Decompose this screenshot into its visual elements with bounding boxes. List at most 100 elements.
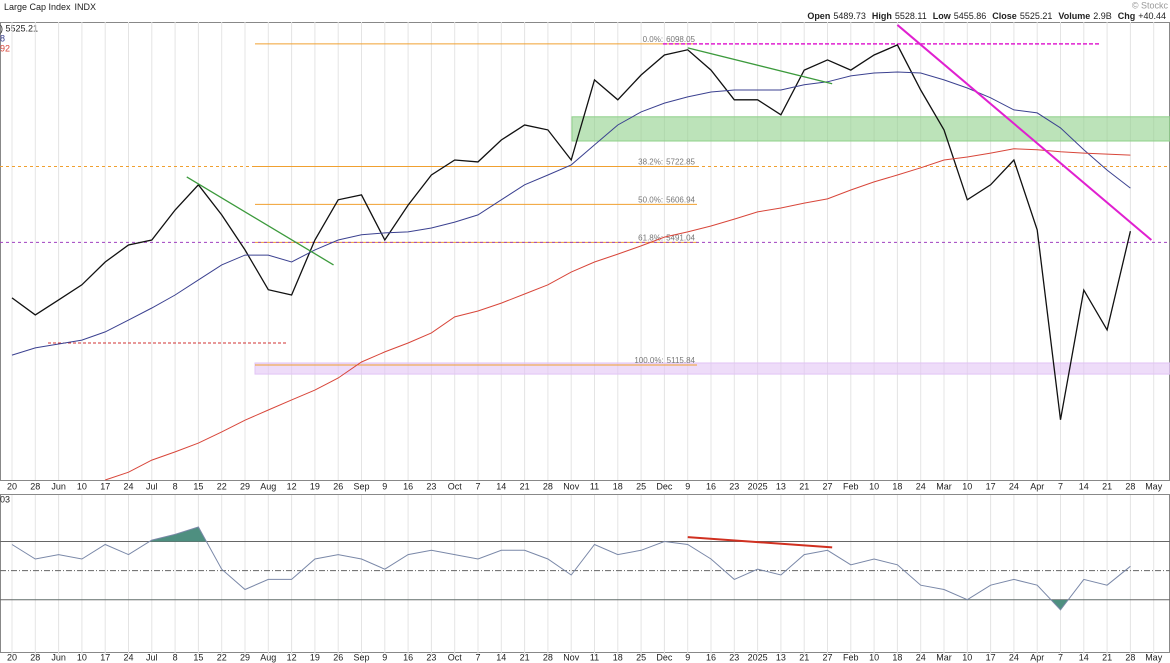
- x-tick-label: 25: [636, 652, 646, 662]
- x-tick-label: 11: [590, 481, 599, 491]
- fib-name: 50.0%:: [638, 196, 663, 205]
- fib-label: 38.2%: 5722.85: [638, 158, 695, 167]
- x-tick-label: 24: [916, 481, 926, 491]
- x-tick-label: 24: [123, 652, 133, 662]
- x-tick-label: 27: [822, 481, 832, 491]
- title: Large Cap Index: [4, 2, 71, 12]
- x-tick-label: Aug: [260, 481, 276, 491]
- x-tick-label: 9: [382, 652, 387, 662]
- x-tick-label: 10: [962, 652, 972, 662]
- x-tick-label: 24: [123, 481, 133, 491]
- quote-label: Volume: [1058, 11, 1090, 21]
- quote-value: 5528.11: [895, 11, 927, 21]
- x-tick-label: 10: [77, 652, 87, 662]
- x-tick-label: 7: [475, 652, 480, 662]
- x-tick-label: 8: [173, 652, 178, 662]
- x-tick-label: 12: [287, 481, 297, 491]
- moving-average: [105, 148, 1131, 481]
- chart-title: Large Cap Index INDX: [4, 2, 96, 12]
- x-tick-label: 19: [310, 652, 320, 662]
- trendline: [687, 47, 833, 85]
- x-tick-label: 9: [685, 481, 690, 491]
- x-tick-label: Jul: [146, 652, 158, 662]
- x-tick-label: 21: [1102, 481, 1112, 491]
- x-tick-label: 19: [310, 481, 320, 491]
- x-tick-label: 18: [892, 652, 902, 662]
- fib-label: 50.0%: 5606.94: [638, 196, 695, 205]
- rsi-line: [11, 526, 1131, 611]
- x-tick-label: May: [1145, 481, 1163, 491]
- fib-label: 100.0%: 5115.84: [634, 356, 695, 365]
- fib-value: 5722.85: [666, 158, 695, 167]
- x-tick-label: 21: [799, 652, 809, 662]
- x-tick-label: Feb: [843, 481, 859, 491]
- x-tick-label: 17: [100, 652, 110, 662]
- quote-label: Low: [933, 11, 952, 21]
- x-tick-label: 14: [496, 481, 506, 491]
- x-tick-label: 20: [7, 481, 17, 491]
- x-tick-label: 23: [729, 481, 739, 491]
- fib-label: 61.8%: 5491.04: [638, 233, 695, 242]
- x-tick-label: Oct: [448, 481, 463, 491]
- x-tick-label: 2025: [748, 652, 768, 662]
- x-tick-label: Feb: [843, 652, 859, 662]
- x-tick-label: 18: [613, 652, 623, 662]
- fib-value: 5115.84: [667, 356, 696, 365]
- x-tick-label: 23: [426, 652, 436, 662]
- x-tick-label: Jul: [146, 481, 158, 491]
- x-tick-label: Sep: [353, 652, 369, 662]
- x-tick-label: Oct: [448, 652, 463, 662]
- x-tick-label: 21: [520, 481, 530, 491]
- price-line: [11, 44, 1132, 420]
- fib-name: 61.8%:: [638, 233, 663, 242]
- quote-label: Open: [807, 11, 830, 21]
- x-tick-label: Mar: [936, 652, 952, 662]
- x-tick-label: 16: [403, 481, 413, 491]
- x-tick-label: 24: [916, 652, 926, 662]
- x-tick-label: 11: [590, 652, 599, 662]
- x-tick-label: 28: [1125, 481, 1135, 491]
- x-tick-label: 26: [333, 481, 343, 491]
- x-tick-label: 28: [543, 652, 553, 662]
- trendline: [896, 24, 1153, 241]
- fib-value: 6098.05: [666, 35, 695, 44]
- x-tick-label: Mar: [936, 481, 952, 491]
- rsi-label: 03: [0, 494, 10, 504]
- x-tick-label: Sep: [353, 481, 369, 491]
- x-tick-label: 21: [520, 652, 530, 662]
- x-tick-label: 22: [217, 481, 227, 491]
- x-tick-label: 21: [799, 481, 809, 491]
- legend-line: 92: [0, 43, 10, 53]
- x-tick-label: Jun: [51, 652, 66, 662]
- fib-label: 0.0%: 6098.05: [643, 35, 696, 44]
- x-tick-label: 17: [986, 481, 996, 491]
- x-tick-label: 8: [173, 481, 178, 491]
- quote-label: High: [872, 11, 892, 21]
- x-tick-label: 2025: [748, 481, 768, 491]
- watermark: © Stockc: [1132, 0, 1169, 10]
- x-tick-label: Apr: [1030, 652, 1044, 662]
- quote-value: 2.9B: [1093, 11, 1112, 21]
- fib-name: 100.0%:: [634, 356, 663, 365]
- x-tick-label: 14: [1079, 652, 1089, 662]
- x-tick-label: 10: [962, 481, 972, 491]
- x-tick-label: 12: [287, 652, 297, 662]
- x-tick-label: 7: [1058, 652, 1063, 662]
- x-tick-label: 16: [706, 652, 716, 662]
- x-tick-label: 10: [77, 481, 87, 491]
- x-tick-label: 10: [869, 481, 879, 491]
- x-tick-label: 28: [1125, 652, 1135, 662]
- x-tick-label: 24: [1009, 652, 1019, 662]
- x-tick-label: 9: [685, 652, 690, 662]
- x-tick-label: 28: [30, 652, 40, 662]
- x-tick-label: 29: [240, 481, 250, 491]
- x-tick-label: 10: [869, 652, 879, 662]
- zone: [571, 116, 1170, 142]
- x-tick-label: Apr: [1030, 481, 1044, 491]
- oversold-fill: [1050, 599, 1069, 610]
- fib-name: 38.2%:: [638, 158, 663, 167]
- x-tick-label: 15: [193, 481, 203, 491]
- fib-value: 5606.94: [666, 196, 695, 205]
- x-tick-label: 16: [403, 652, 413, 662]
